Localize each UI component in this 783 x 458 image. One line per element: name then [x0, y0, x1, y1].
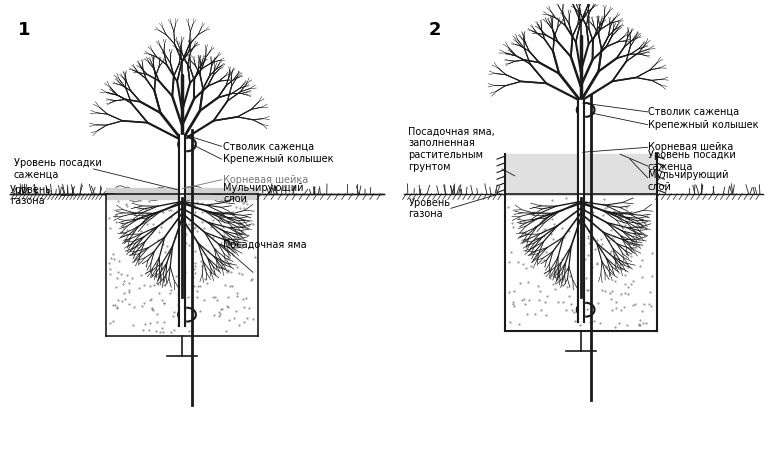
- Text: 1: 1: [18, 22, 31, 39]
- Text: Стволик саженца: Стволик саженца: [223, 142, 315, 151]
- Text: Посадочная яма,
заполненная
растительным
грунтом: Посадочная яма, заполненная растительным…: [409, 127, 495, 172]
- Text: Корневая шейка: Корневая шейка: [648, 142, 733, 153]
- Text: Мульчирующий
слой: Мульчирующий слой: [648, 170, 728, 191]
- Text: 2: 2: [428, 22, 441, 39]
- Text: Крепежный колышек: Крепежный колышек: [223, 154, 334, 164]
- Text: Корневая шейка: Корневая шейка: [223, 175, 309, 185]
- Text: Уровень посадки
саженца: Уровень посадки саженца: [14, 158, 102, 180]
- Text: Уровень
газона: Уровень газона: [10, 185, 52, 207]
- Text: Уровень посадки
саженца: Уровень посадки саженца: [648, 150, 735, 172]
- Text: Уровень
газона: Уровень газона: [409, 197, 450, 219]
- Text: Стволик саженца: Стволик саженца: [648, 107, 739, 117]
- Text: Посадочная яма: Посадочная яма: [223, 240, 307, 250]
- Text: Мульчирующий
слой: Мульчирующий слой: [223, 183, 304, 204]
- Text: Крепежный колышек: Крепежный колышек: [648, 120, 758, 130]
